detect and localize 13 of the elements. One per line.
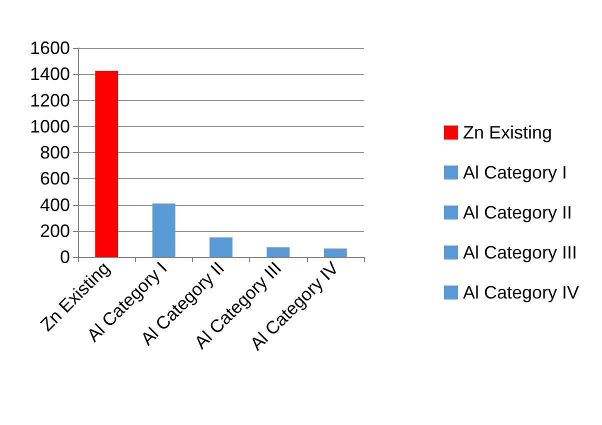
legend-label: Zn Existing — [462, 122, 552, 142]
y-tick-label: 0 — [60, 247, 70, 267]
y-tick-label: 1600 — [30, 38, 70, 58]
y-tick-label: 1200 — [30, 90, 70, 110]
y-tick-label: 200 — [40, 220, 70, 241]
legend-label: Al Category II — [462, 202, 572, 222]
y-tick-label: 1400 — [30, 64, 70, 84]
y-tick-label: 800 — [40, 142, 70, 162]
legend-label: Al Category I — [462, 162, 567, 182]
y-tick-label: 600 — [40, 168, 70, 189]
y-tick-label: 1000 — [30, 116, 70, 136]
y-tick-label: 400 — [40, 194, 70, 215]
legend-label: Al Category III — [462, 242, 577, 262]
